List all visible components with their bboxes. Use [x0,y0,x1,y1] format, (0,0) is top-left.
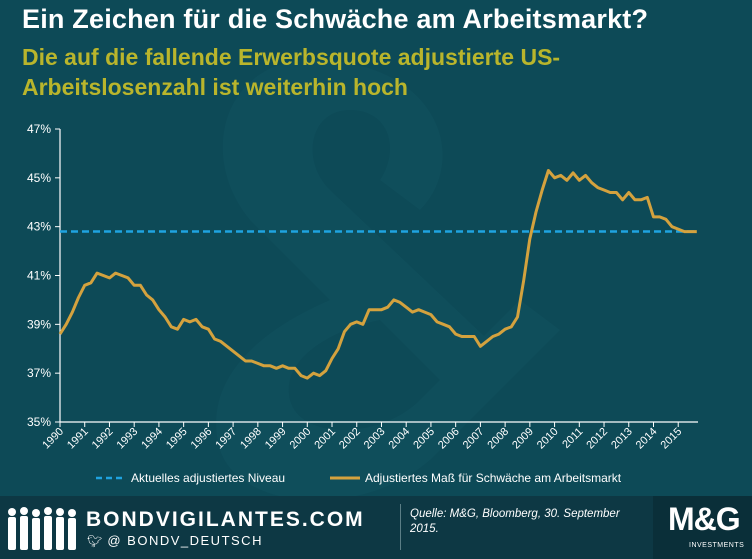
x-tick-label: 2008 [485,426,511,452]
y-tick-label: 39% [27,317,51,331]
x-tick-label: 1993 [115,426,141,452]
x-tick-label: 1997 [213,426,239,452]
twitter-handle-row: 🐦︎ @ BONDV_DEUTSCH [87,533,263,548]
page-title: Ein Zeichen für die Schwäche am Arbeitsm… [22,4,649,34]
mg-logo-box [653,496,752,559]
twitter-bird-icon: 🐦︎ [87,534,104,548]
people-silhouettes-icon [8,507,76,550]
x-tick-label: 1991 [65,426,91,452]
x-tick-label: 1994 [139,426,165,452]
x-tick-label: 2011 [560,426,585,451]
x-tick-label: 2015 [659,426,685,452]
x-tick-label: 1992 [90,426,116,452]
y-tick-label: 43% [27,220,51,234]
x-tick-label: 1995 [164,426,190,452]
x-tick-label: 1998 [238,426,264,452]
x-tick-label: 2009 [510,426,536,452]
series-line-labor-weakness [58,169,697,380]
footer-bar [0,496,752,559]
x-tick-label: 2005 [411,426,437,452]
x-tick-label: 2006 [436,426,462,452]
x-tick-label: 2010 [535,426,561,452]
mg-logo: M&G [668,501,741,537]
y-tick-label: 35% [27,415,51,429]
x-tick-label: 2013 [609,426,635,452]
x-tick-label: 2014 [634,426,660,452]
background-ampersand-watermark [0,0,752,496]
x-tick-label: 2004 [387,426,413,452]
line-chart: 35%37%39%41%43%45%47%1990199119921993199… [27,122,698,485]
x-tick-label: 2000 [288,426,314,452]
footer-divider [400,504,401,550]
x-tick-label: 2007 [461,426,487,452]
source-note: Quelle: M&G, Bloomberg, 30. September 20… [410,508,620,535]
x-tick-label: 1999 [263,426,289,452]
x-tick-label: 2001 [312,426,338,452]
mg-logo-subtitle: INVESTMENTS [689,542,745,549]
page-subtitle: Die auf die fallende Erwerbsquote adjust… [22,44,561,100]
legend-label-labor-weakness: Adjustiertes Maß für Schwäche am Arbeits… [365,471,622,485]
y-tick-label: 37% [27,366,51,380]
y-tick-label: 41% [27,269,51,283]
x-tick-label: 1996 [189,426,215,452]
x-tick-label: 1990 [40,426,66,452]
x-tick-label: 2012 [584,426,610,452]
x-tick-label: 2002 [337,426,363,452]
x-tick-label: 2003 [362,426,388,452]
brand-name: BONDVIGILANTES.COM [86,508,365,531]
y-tick-label: 47% [27,122,51,136]
y-tick-label: 45% [27,171,51,185]
twitter-handle: @ BONDV_DEUTSCH [107,533,263,548]
legend-label-current-level: Aktuelles adjustiertes Niveau [131,471,285,485]
